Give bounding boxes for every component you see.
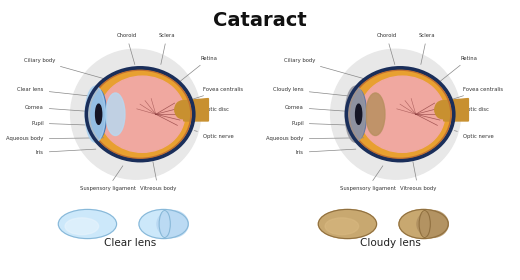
Text: Cornea: Cornea [25, 105, 95, 112]
Text: Sclera: Sclera [159, 33, 175, 64]
Ellipse shape [58, 209, 116, 239]
Text: Retina: Retina [440, 56, 477, 81]
Polygon shape [184, 99, 209, 121]
Text: Choroid: Choroid [116, 33, 137, 64]
Text: Cloudy lens: Cloudy lens [273, 87, 370, 98]
Ellipse shape [65, 218, 99, 235]
Text: Vitreous body: Vitreous body [400, 162, 436, 191]
Text: Vitreous body: Vitreous body [140, 162, 176, 191]
Ellipse shape [349, 70, 451, 158]
Ellipse shape [399, 209, 448, 239]
Ellipse shape [435, 101, 450, 119]
Text: Cataract: Cataract [213, 11, 307, 30]
Ellipse shape [85, 86, 106, 142]
Text: Sclera: Sclera [419, 33, 435, 64]
Ellipse shape [351, 90, 367, 139]
Text: Clear lens: Clear lens [17, 87, 110, 98]
Text: Ciliary body: Ciliary body [283, 58, 368, 80]
Ellipse shape [366, 93, 385, 136]
Text: Iris: Iris [296, 149, 356, 155]
Text: Optic disc: Optic disc [445, 107, 489, 116]
Ellipse shape [89, 70, 191, 158]
Text: Iris: Iris [36, 149, 96, 155]
Ellipse shape [356, 104, 362, 124]
Text: Cloudy lens: Cloudy lens [359, 238, 421, 248]
Ellipse shape [87, 68, 193, 160]
Polygon shape [444, 99, 469, 121]
Text: Clear lens: Clear lens [104, 238, 156, 248]
Text: Suspensory ligament: Suspensory ligament [340, 166, 396, 191]
Text: Pupil: Pupil [31, 121, 96, 126]
Text: Suspensory ligament: Suspensory ligament [80, 166, 136, 191]
Ellipse shape [417, 211, 448, 237]
Text: Ciliary body: Ciliary body [23, 58, 108, 80]
Text: Fovea centralis: Fovea centralis [443, 87, 503, 102]
Text: Optic nerve: Optic nerve [454, 130, 493, 139]
Ellipse shape [360, 76, 445, 152]
Ellipse shape [345, 86, 366, 142]
Text: Optic disc: Optic disc [185, 107, 229, 116]
Ellipse shape [139, 209, 188, 239]
Ellipse shape [318, 209, 376, 239]
Text: Retina: Retina [180, 56, 217, 81]
Text: Cornea: Cornea [285, 105, 355, 112]
Text: Aqueous body: Aqueous body [6, 136, 103, 141]
Text: Aqueous body: Aqueous body [266, 136, 363, 141]
Circle shape [71, 49, 201, 179]
Text: Choroid: Choroid [376, 33, 397, 64]
Text: Pupil: Pupil [291, 121, 356, 126]
Circle shape [331, 49, 461, 179]
Ellipse shape [347, 68, 453, 160]
Text: Fovea centralis: Fovea centralis [183, 87, 243, 102]
Ellipse shape [96, 104, 102, 124]
Ellipse shape [100, 76, 185, 152]
Ellipse shape [157, 211, 188, 237]
Ellipse shape [106, 93, 125, 136]
Ellipse shape [91, 90, 107, 139]
Text: Optic nerve: Optic nerve [194, 130, 233, 139]
Ellipse shape [325, 218, 359, 235]
Ellipse shape [175, 101, 190, 119]
